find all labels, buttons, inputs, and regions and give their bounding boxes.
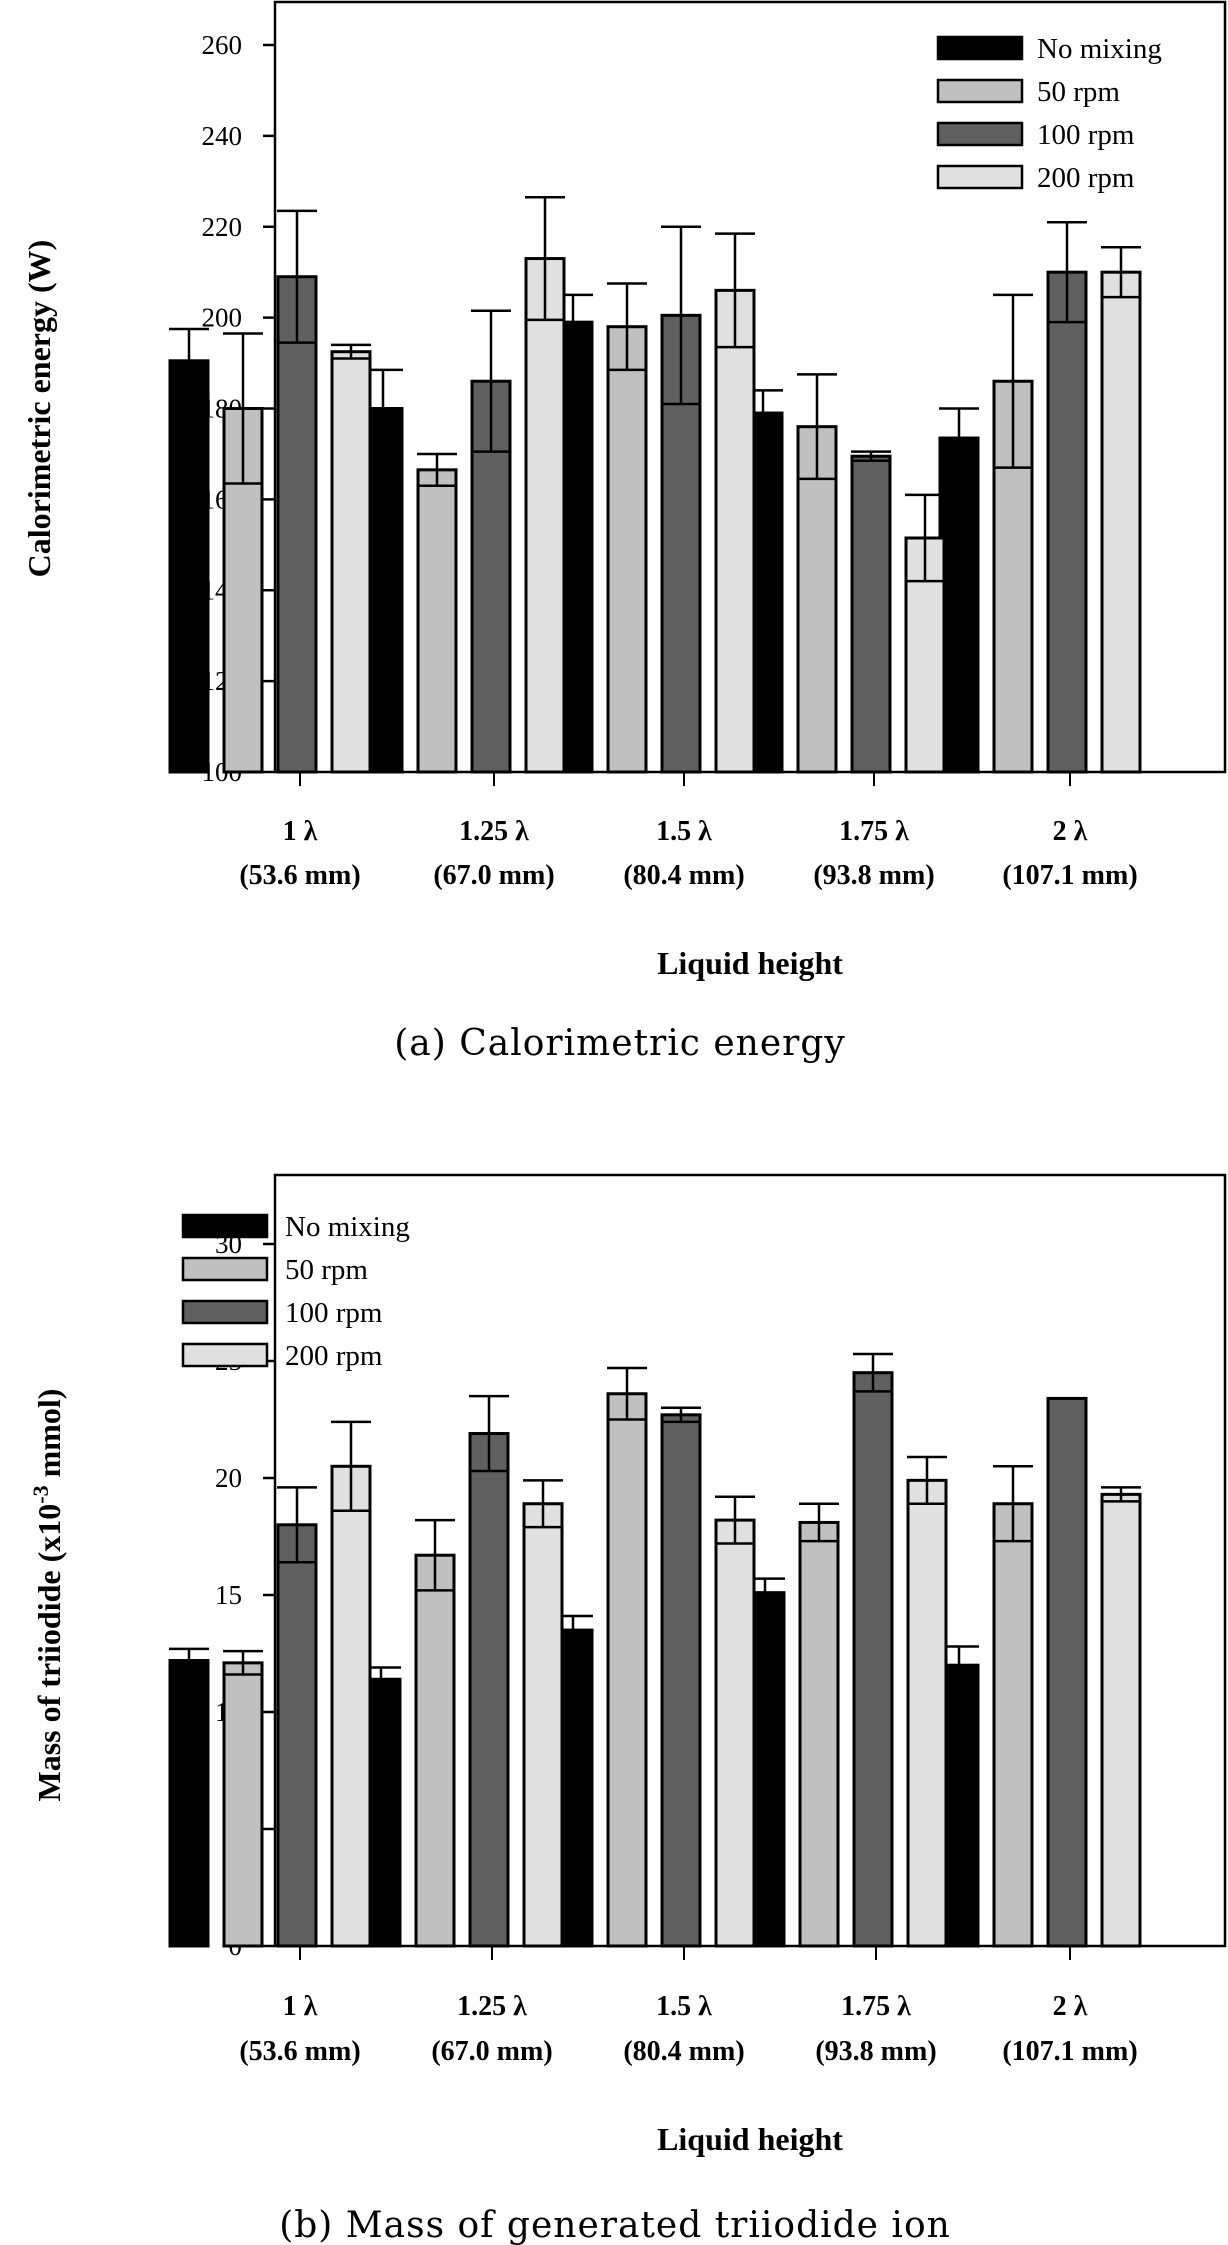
y-tick-label: 20 <box>215 1463 242 1493</box>
figure-caption: (a) Calorimetric energy <box>394 1023 846 1064</box>
y-tick-label: 240 <box>202 121 243 151</box>
bar <box>524 257 566 774</box>
x-tick-label: 2 λ <box>1053 816 1088 847</box>
legend-swatch <box>181 1342 269 1368</box>
bar <box>906 1478 948 1948</box>
bar <box>330 1464 372 1948</box>
legend-swatch <box>936 164 1024 190</box>
legend-label: 100 rpm <box>285 1297 383 1329</box>
bar <box>714 1518 756 1948</box>
y-tick-label: 260 <box>202 30 243 60</box>
y-tick-label: 15 <box>215 1580 242 1610</box>
y-tick-label: 220 <box>202 212 243 242</box>
x-axis-title: Liquid height <box>657 2121 843 2157</box>
bar <box>222 407 264 774</box>
legend-label: 50 rpm <box>1037 76 1120 108</box>
bar <box>938 436 980 774</box>
bar <box>522 1502 564 1948</box>
bar <box>276 275 318 774</box>
x-tick-label: 2 λ <box>1053 1991 1088 2022</box>
bar <box>606 325 648 774</box>
legend-swatch <box>181 1299 269 1325</box>
bar <box>1100 1492 1142 1948</box>
x-tick-label: 1 λ <box>283 816 318 847</box>
bar <box>850 454 892 774</box>
bar <box>222 1661 264 1948</box>
bar <box>992 1502 1034 1948</box>
legend-label: 100 rpm <box>1037 119 1135 151</box>
x-tick-label: 1.75 λ <box>841 1991 911 2022</box>
bar <box>276 1523 318 1948</box>
legend-label: 50 rpm <box>285 1254 368 1286</box>
x-tick-label: 1.25 λ <box>459 816 529 847</box>
x-tick-sublabel: (80.4 mm) <box>623 860 744 891</box>
y-tick-label: 200 <box>202 303 243 333</box>
bar <box>1046 270 1088 774</box>
bar <box>852 1371 894 1948</box>
bar <box>606 1392 648 1948</box>
bar <box>660 1413 702 1948</box>
bar <box>468 1432 510 1948</box>
x-tick-label: 1 λ <box>283 1991 318 2022</box>
bar <box>1046 1396 1088 1948</box>
figure-caption: (b) Mass of generated triiodide ion <box>279 2205 951 2245</box>
x-tick-sublabel: (107.1 mm) <box>1002 860 1137 891</box>
legend: No mixing 50 rpm 100 rpm 200 rpm <box>936 33 1162 194</box>
legend-label: 200 rpm <box>285 1340 383 1372</box>
x-tick-label: 1.25 λ <box>457 1991 527 2022</box>
bar <box>1100 270 1142 774</box>
bar <box>416 468 458 774</box>
x-tick-label: 1.75 λ <box>839 816 909 847</box>
x-tick-sublabel: (67.0 mm) <box>431 2036 552 2067</box>
bar <box>330 350 372 774</box>
legend-swatch <box>181 1213 269 1239</box>
chart-b: 051015202530Mass of triiodide (x10-3 mmo… <box>28 1173 1227 2245</box>
x-tick-label: 1.5 λ <box>656 1991 712 2022</box>
bar <box>414 1553 456 1948</box>
legend-swatch <box>936 35 1024 61</box>
legend-swatch <box>181 1256 269 1282</box>
legend-label: No mixing <box>285 1211 410 1243</box>
x-tick-sublabel: (80.4 mm) <box>623 2036 744 2067</box>
chart-a: 100120140160180200220240260Calorimetric … <box>21 0 1227 1064</box>
y-axis-title: Mass of triiodide (x10-3 mmol) <box>28 1389 67 1802</box>
bar <box>714 288 756 774</box>
legend-label: No mixing <box>1037 33 1162 65</box>
legend-swatch <box>936 121 1024 147</box>
x-tick-sublabel: (53.6 mm) <box>239 2036 360 2067</box>
x-tick-sublabel: (93.8 mm) <box>813 860 934 891</box>
bar <box>168 359 210 774</box>
legend: No mixing 50 rpm 100 rpm 200 rpm <box>181 1211 410 1372</box>
x-tick-sublabel: (93.8 mm) <box>815 2036 936 2067</box>
x-tick-sublabel: (107.1 mm) <box>1002 2036 1137 2067</box>
bar <box>796 425 838 774</box>
legend-swatch <box>936 78 1024 104</box>
y-axis-title: Calorimetric energy (W) <box>21 240 57 578</box>
x-tick-label: 1.5 λ <box>656 816 712 847</box>
x-tick-sublabel: (67.0 mm) <box>433 860 554 891</box>
bar <box>798 1520 840 1948</box>
x-axis-title: Liquid height <box>657 945 843 981</box>
bar <box>168 1659 210 1948</box>
x-tick-sublabel: (53.6 mm) <box>239 860 360 891</box>
legend-label: 200 rpm <box>1037 162 1135 194</box>
